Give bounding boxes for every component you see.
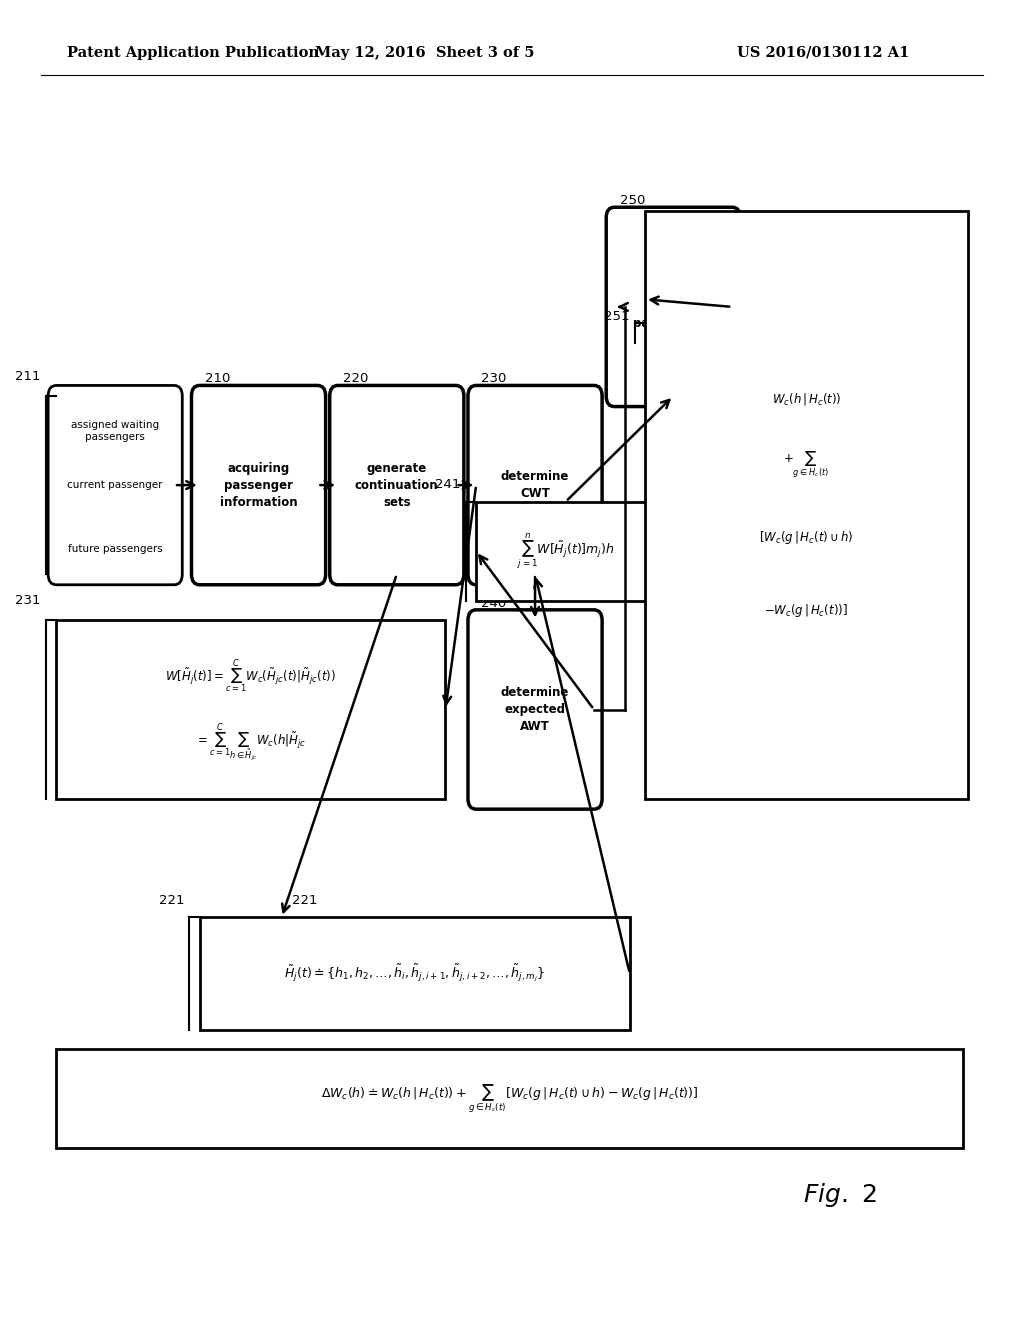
Bar [200, 917, 630, 1030]
Text: 210: 210 [205, 372, 230, 385]
Text: generate
continuation
sets: generate continuation sets [355, 462, 438, 508]
Text: assigned waiting
passengers: assigned waiting passengers [71, 420, 160, 442]
Text: May 12, 2016  Sheet 3 of 5: May 12, 2016 Sheet 3 of 5 [315, 46, 535, 59]
FancyBboxPatch shape [468, 610, 602, 809]
Text: 241: 241 [435, 478, 461, 491]
FancyBboxPatch shape [468, 385, 602, 585]
Text: $[W_c(g\,|\,H_c(t) \cup h)$: $[W_c(g\,|\,H_c(t) \cup h)$ [759, 529, 854, 546]
Text: determine
expected
AWT: determine expected AWT [501, 686, 569, 733]
Text: 220: 220 [343, 372, 369, 385]
Text: future passengers: future passengers [68, 544, 163, 554]
FancyBboxPatch shape [48, 385, 182, 585]
Text: 250: 250 [620, 194, 645, 207]
Bar [56, 1049, 963, 1148]
Text: 211: 211 [15, 370, 41, 383]
Text: $W_c(h\,|\,H_c(t))$: $W_c(h\,|\,H_c(t))$ [772, 391, 841, 408]
Text: $W[\tilde{H}_j(t)]=\sum_{c=1}^{C}W_c(\tilde{H}_{jc}(t)|\tilde{H}_{jc}(t))$: $W[\tilde{H}_j(t)]=\sum_{c=1}^{C}W_c(\ti… [166, 657, 336, 696]
Text: $\mathbf{\mathit{Fig.\ 2}}$: $\mathbf{\mathit{Fig.\ 2}}$ [803, 1180, 877, 1209]
Text: US 2016/0130112 A1: US 2016/0130112 A1 [737, 46, 909, 59]
Text: Patent Application Publication: Patent Application Publication [67, 46, 318, 59]
Text: $=\sum_{c=1}^{C}\sum_{h \in \tilde{H}_{jc}}W_c(h|\tilde{H}_{jc}$: $=\sum_{c=1}^{C}\sum_{h \in \tilde{H}_{j… [196, 722, 306, 763]
FancyBboxPatch shape [330, 385, 464, 585]
Text: $+\sum_{g \in H_c(t)}$: $+\sum_{g \in H_c(t)}$ [783, 450, 829, 480]
Text: acquiring
passenger
information: acquiring passenger information [220, 462, 297, 508]
Text: current passenger: current passenger [68, 480, 163, 490]
Text: 251: 251 [604, 310, 630, 323]
Text: $-W_c(g\,|\,H_c(t))]$: $-W_c(g\,|\,H_c(t))]$ [765, 602, 848, 619]
Bar [645, 211, 968, 799]
Text: determine
CWT: determine CWT [501, 470, 569, 500]
Text: $\sum_{j=1}^{n}W[\tilde{H}_j(t)]m_j)h$: $\sum_{j=1}^{n}W[\tilde{H}_j(t)]m_j)h$ [517, 531, 614, 572]
Text: 221: 221 [159, 894, 184, 907]
Text: 231: 231 [15, 594, 41, 607]
Bar [56, 620, 445, 799]
Text: $\tilde{H}_j(t) \doteq \{h_1, h_2, \ldots, \tilde{h}_i, \tilde{h}_{j,i+1}, \tild: $\tilde{H}_j(t) \doteq \{h_1, h_2, \ldot… [285, 962, 545, 985]
FancyBboxPatch shape [191, 385, 326, 585]
Text: 240: 240 [481, 597, 507, 610]
Text: 230: 230 [481, 372, 507, 385]
Bar [476, 502, 655, 601]
Text: $\Delta W_c(h) \doteq W_c(h\,|\,H_c(t)) + \sum_{g \in H_c(t)}[W_c(g\,|\,H_c(t) \: $\Delta W_c(h) \doteq W_c(h\,|\,H_c(t)) … [321, 1082, 698, 1115]
Text: assign
current
passenger h: assign current passenger h [633, 284, 714, 330]
Text: 221: 221 [292, 894, 317, 907]
FancyBboxPatch shape [606, 207, 740, 407]
